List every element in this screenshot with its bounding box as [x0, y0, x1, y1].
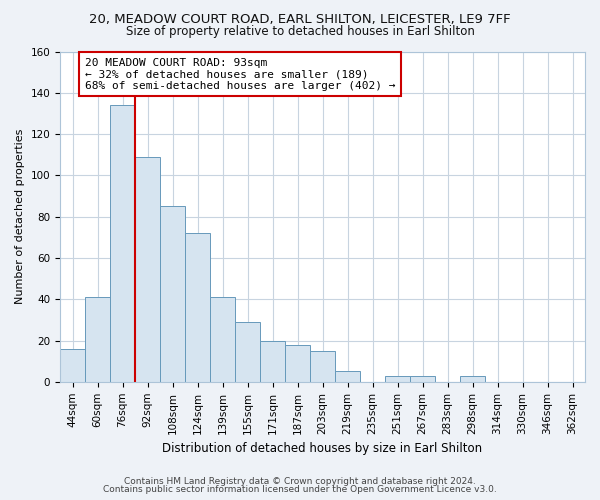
Bar — [285, 344, 310, 382]
Y-axis label: Number of detached properties: Number of detached properties — [15, 129, 25, 304]
Bar — [335, 372, 360, 382]
Text: Contains HM Land Registry data © Crown copyright and database right 2024.: Contains HM Land Registry data © Crown c… — [124, 477, 476, 486]
Bar — [110, 105, 135, 382]
Text: 20 MEADOW COURT ROAD: 93sqm
← 32% of detached houses are smaller (189)
68% of se: 20 MEADOW COURT ROAD: 93sqm ← 32% of det… — [85, 58, 395, 91]
Bar — [460, 376, 485, 382]
Bar — [235, 322, 260, 382]
Bar — [85, 297, 110, 382]
Text: 20, MEADOW COURT ROAD, EARL SHILTON, LEICESTER, LE9 7FF: 20, MEADOW COURT ROAD, EARL SHILTON, LEI… — [89, 12, 511, 26]
Bar — [410, 376, 435, 382]
Text: Size of property relative to detached houses in Earl Shilton: Size of property relative to detached ho… — [125, 25, 475, 38]
Bar — [385, 376, 410, 382]
Bar — [260, 340, 285, 382]
Bar — [310, 351, 335, 382]
Bar — [185, 233, 210, 382]
Bar — [210, 297, 235, 382]
Text: Contains public sector information licensed under the Open Government Licence v3: Contains public sector information licen… — [103, 485, 497, 494]
Bar — [135, 157, 160, 382]
X-axis label: Distribution of detached houses by size in Earl Shilton: Distribution of detached houses by size … — [163, 442, 482, 455]
Bar — [60, 349, 85, 382]
Bar — [160, 206, 185, 382]
